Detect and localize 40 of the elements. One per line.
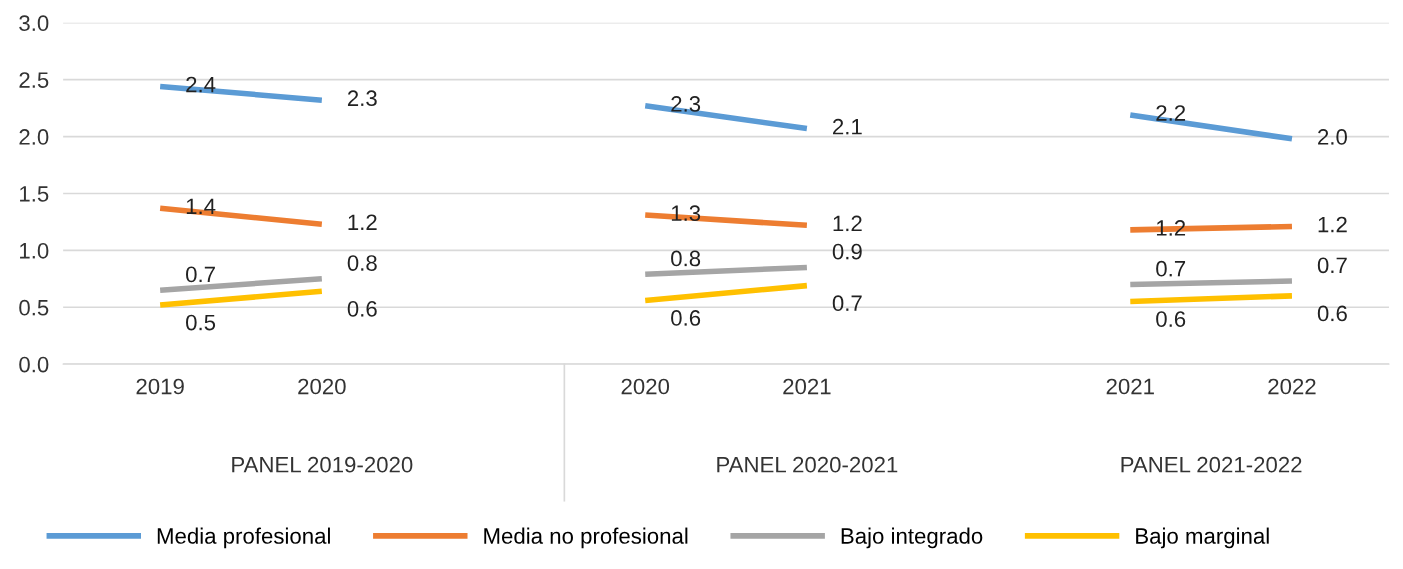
data-label: 0.6 bbox=[671, 310, 701, 326]
data-label: 2.1 bbox=[833, 118, 862, 135]
data-label: 0.6 bbox=[347, 301, 377, 317]
legend-label: Bajo integrado bbox=[841, 527, 983, 549]
data-label: 2.2 bbox=[1156, 105, 1186, 121]
data-label: 0.5 bbox=[186, 314, 216, 331]
data-label: 1.2 bbox=[348, 214, 377, 230]
x-tick-label: 2021 bbox=[1106, 378, 1154, 395]
data-label: 0.7 bbox=[1317, 257, 1347, 274]
legend-label: Media no profesional bbox=[484, 527, 688, 549]
data-label: 0.7 bbox=[832, 295, 862, 312]
data-label: 0.9 bbox=[832, 243, 862, 260]
data-label: 1.2 bbox=[1318, 216, 1347, 233]
data-label: 1.2 bbox=[833, 215, 862, 232]
y-tick-label: 0.5 bbox=[19, 299, 49, 316]
data-label: 2.3 bbox=[347, 90, 377, 107]
data-label: 0.6 bbox=[1317, 305, 1347, 322]
x-tick-label: 2020 bbox=[621, 378, 670, 395]
text: PANEL 2019-2020 bbox=[232, 456, 413, 473]
data-label: 2.3 bbox=[671, 96, 701, 112]
y-tick-label: 1.0 bbox=[20, 242, 49, 259]
data-label: 2.0 bbox=[1318, 129, 1347, 145]
y-tick-label: 1.5 bbox=[20, 186, 49, 202]
data-label: 0.6 bbox=[1156, 311, 1186, 327]
data-label: 0.8 bbox=[671, 250, 701, 267]
x-tick-label: 2020 bbox=[298, 378, 346, 395]
x-tick-label: 2022 bbox=[1268, 378, 1316, 395]
legend-label: Bajo marginal bbox=[1136, 527, 1269, 549]
x-tick-label: 2021 bbox=[783, 378, 831, 395]
data-label: 0.7 bbox=[186, 266, 215, 283]
y-tick-label: 3.0 bbox=[19, 15, 49, 32]
x-tick-label: 2019 bbox=[136, 378, 184, 395]
legend-label: Media profesional bbox=[157, 527, 330, 549]
y-tick-label: 2.5 bbox=[19, 72, 49, 88]
data-label: 0.7 bbox=[1156, 260, 1186, 277]
text: PANEL 2021-2022 bbox=[1121, 456, 1302, 473]
text: PANEL 2020-2021 bbox=[717, 456, 898, 473]
data-label: 0.8 bbox=[347, 255, 377, 271]
y-tick-label: 0.0 bbox=[19, 356, 49, 373]
y-tick-label: 2.0 bbox=[19, 129, 49, 145]
